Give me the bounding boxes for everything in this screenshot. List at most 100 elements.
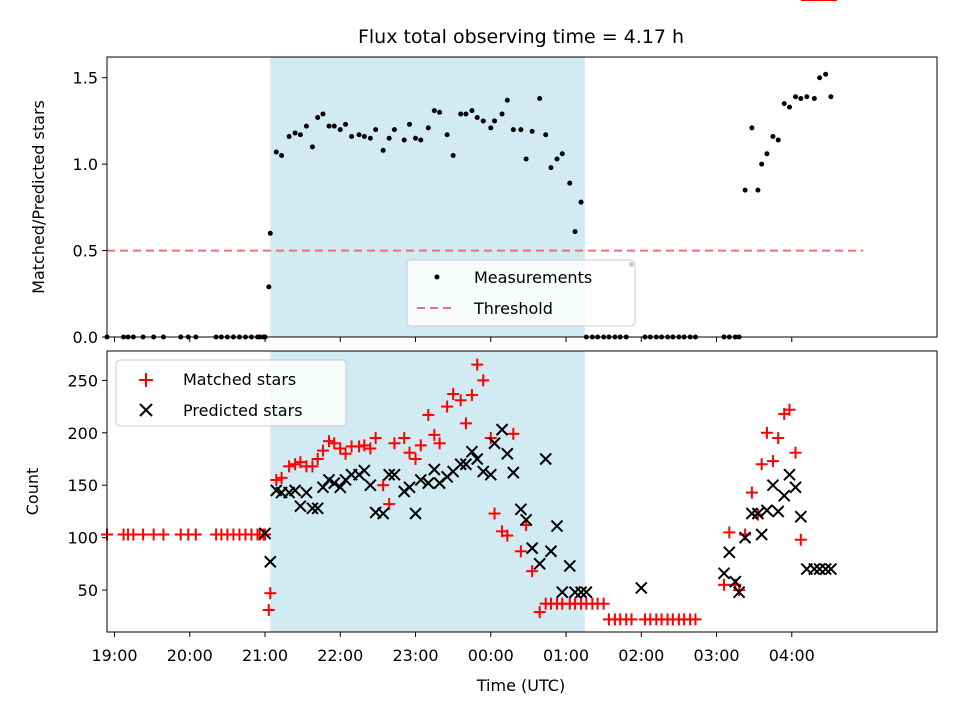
measurement-point (458, 111, 464, 117)
predicted-point (729, 575, 742, 588)
measurement-point (488, 125, 494, 131)
measurement-point (279, 153, 285, 159)
matched-point (422, 408, 435, 421)
predicted-point (563, 559, 576, 573)
matched-point (157, 528, 170, 541)
x-tick-label: 04:00 (769, 646, 815, 665)
matched-point (306, 460, 319, 473)
top-y-tick-label: 1.5 (73, 69, 98, 88)
measurement-point (413, 135, 419, 141)
predicted-point (732, 585, 746, 599)
measurement-point (742, 187, 748, 193)
measurement-point (828, 94, 834, 100)
predicted-point (760, 504, 774, 517)
matched-point (433, 437, 446, 450)
predicted-point (574, 585, 588, 599)
predicted-point (422, 476, 435, 490)
predicted-point (635, 581, 648, 595)
measurement-point (431, 108, 437, 114)
predicted-point (488, 437, 501, 450)
matched-point (459, 417, 472, 430)
predicted-point (717, 567, 731, 580)
matched-point (526, 565, 539, 578)
matched-point (289, 458, 302, 471)
legend-measurements-label: Measurements (474, 268, 592, 287)
legend-predicted-label: Predicted stars (183, 401, 303, 420)
matched-point (745, 486, 758, 499)
measurement-point (787, 104, 793, 110)
bottom-legend-box (115, 359, 347, 427)
predicted-point (501, 447, 514, 460)
matched-point (369, 432, 382, 445)
measurement-point (749, 125, 755, 131)
legend-measurements-marker (434, 274, 440, 280)
measurement-point (770, 134, 776, 140)
matched-point (514, 545, 527, 558)
x-tick-label: 21:00 (242, 646, 288, 665)
measurement-point (320, 111, 326, 117)
measurement-point (759, 161, 765, 167)
predicted-point (751, 507, 765, 520)
predicted-point (264, 555, 277, 568)
measurement-point (303, 123, 309, 129)
measurement-point (492, 118, 498, 124)
matched-point (353, 440, 366, 453)
measurement-point (469, 108, 475, 114)
matched-point (283, 460, 296, 473)
predicted-point (471, 452, 484, 466)
matched-point (689, 613, 702, 626)
predicted-point (550, 519, 564, 533)
bottom-y-tick-label: 200 (67, 424, 98, 443)
matched-point (377, 479, 390, 492)
top-y-tick-label: 1.0 (73, 155, 98, 174)
matched-point (294, 456, 307, 469)
predicted-point (358, 464, 371, 477)
matched-point (783, 403, 796, 416)
predicted-point (519, 513, 533, 527)
matched-point (398, 432, 411, 445)
legend-matched-label: Matched stars (183, 370, 296, 389)
measurement-point (543, 132, 549, 138)
measurement-point (463, 111, 469, 117)
predicted-point (772, 505, 785, 518)
predicted-point (525, 541, 539, 555)
measurement-point (266, 284, 272, 290)
predicted-point (556, 585, 569, 599)
measurement-point (343, 121, 349, 127)
predicted-point (580, 585, 593, 599)
predicted-point (766, 479, 780, 492)
count-points (101, 0, 838, 626)
x-axis-label: Time (UTC) (476, 676, 565, 695)
matched-point (766, 455, 779, 468)
matched-point (388, 437, 401, 450)
matched-point (409, 452, 422, 465)
predicted-point (428, 463, 441, 476)
predicted-point (738, 531, 752, 544)
matched-point (454, 394, 467, 407)
matched-point (428, 428, 441, 441)
measurement-point (480, 118, 486, 124)
matched-point (264, 587, 277, 600)
matched-point (760, 426, 773, 439)
measurement-point (559, 151, 565, 157)
predicted-point (465, 445, 479, 458)
measurement-point (510, 127, 516, 133)
predicted-point (414, 473, 427, 487)
matched-point (275, 471, 288, 484)
predicted-point (311, 502, 324, 515)
measurement-point (386, 135, 392, 141)
predicted-point (300, 486, 313, 499)
matched-point (723, 526, 736, 539)
predicted-point (723, 546, 736, 559)
top-ticks: 0.0 0.5 1.0 1.5 (73, 69, 793, 347)
measurement-point (793, 94, 799, 100)
top-y-axis-label: Matched/Predicted stars (29, 100, 48, 294)
top-legend: Measurements Threshold (406, 259, 636, 327)
predicted-point (495, 423, 509, 436)
top-axes-frame (106, 56, 938, 338)
predicted-point (819, 562, 832, 576)
matched-point (477, 374, 490, 387)
measurement-point (331, 123, 337, 129)
measurement-point (578, 199, 584, 205)
